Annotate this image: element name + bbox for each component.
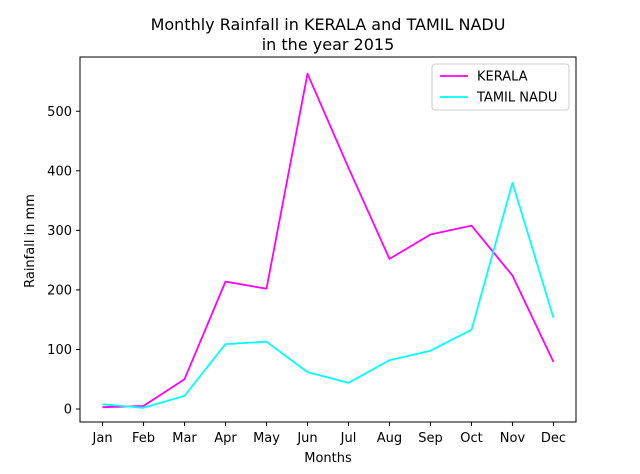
y-tick-label-200: 200 — [47, 283, 72, 298]
legend-label-tamil-nadu: TAMIL NADU — [476, 91, 557, 106]
x-tick-label-apr: Apr — [214, 431, 237, 446]
y-tick-label-400: 400 — [47, 164, 72, 179]
y-tick-label-100: 100 — [47, 343, 72, 358]
legend-label-kerala: KERALA — [477, 70, 528, 85]
y-tick-label-500: 500 — [47, 105, 72, 120]
plot-frame — [79, 56, 577, 423]
x-tick-label-feb: Feb — [132, 431, 155, 446]
y-tick-label-0: 0 — [64, 403, 72, 418]
x-tick-label-oct: Oct — [460, 431, 482, 446]
chart-title-line2: in the year 2015 — [262, 35, 395, 54]
series-line-tamil-nadu — [102, 181, 555, 409]
x-tick-label-dec: Dec — [541, 431, 566, 446]
y-tick-label-300: 300 — [47, 224, 72, 239]
y-axis-label: Rainfall in mm — [23, 194, 38, 288]
x-tick-label-jun: Jun — [296, 431, 317, 446]
x-axis-label: Months — [304, 451, 352, 466]
x-tick-label-mar: Mar — [172, 431, 197, 446]
chart-title-line1: Monthly Rainfall in KERALA and TAMIL NAD… — [151, 15, 506, 34]
series-line-kerala — [102, 72, 555, 409]
x-tick-label-sep: Sep — [418, 431, 443, 446]
x-tick-label-jan: Jan — [92, 431, 113, 446]
x-tick-label-may: May — [253, 431, 280, 446]
x-tick-label-jul: Jul — [340, 431, 357, 446]
x-tick-label-nov: Nov — [500, 431, 526, 446]
plot-area: Jan Feb Mar Apr May Jun Jul Aug Sep Oct Nov Dec 0 100… — [47, 56, 577, 446]
x-tick-label-aug: Aug — [377, 431, 402, 446]
